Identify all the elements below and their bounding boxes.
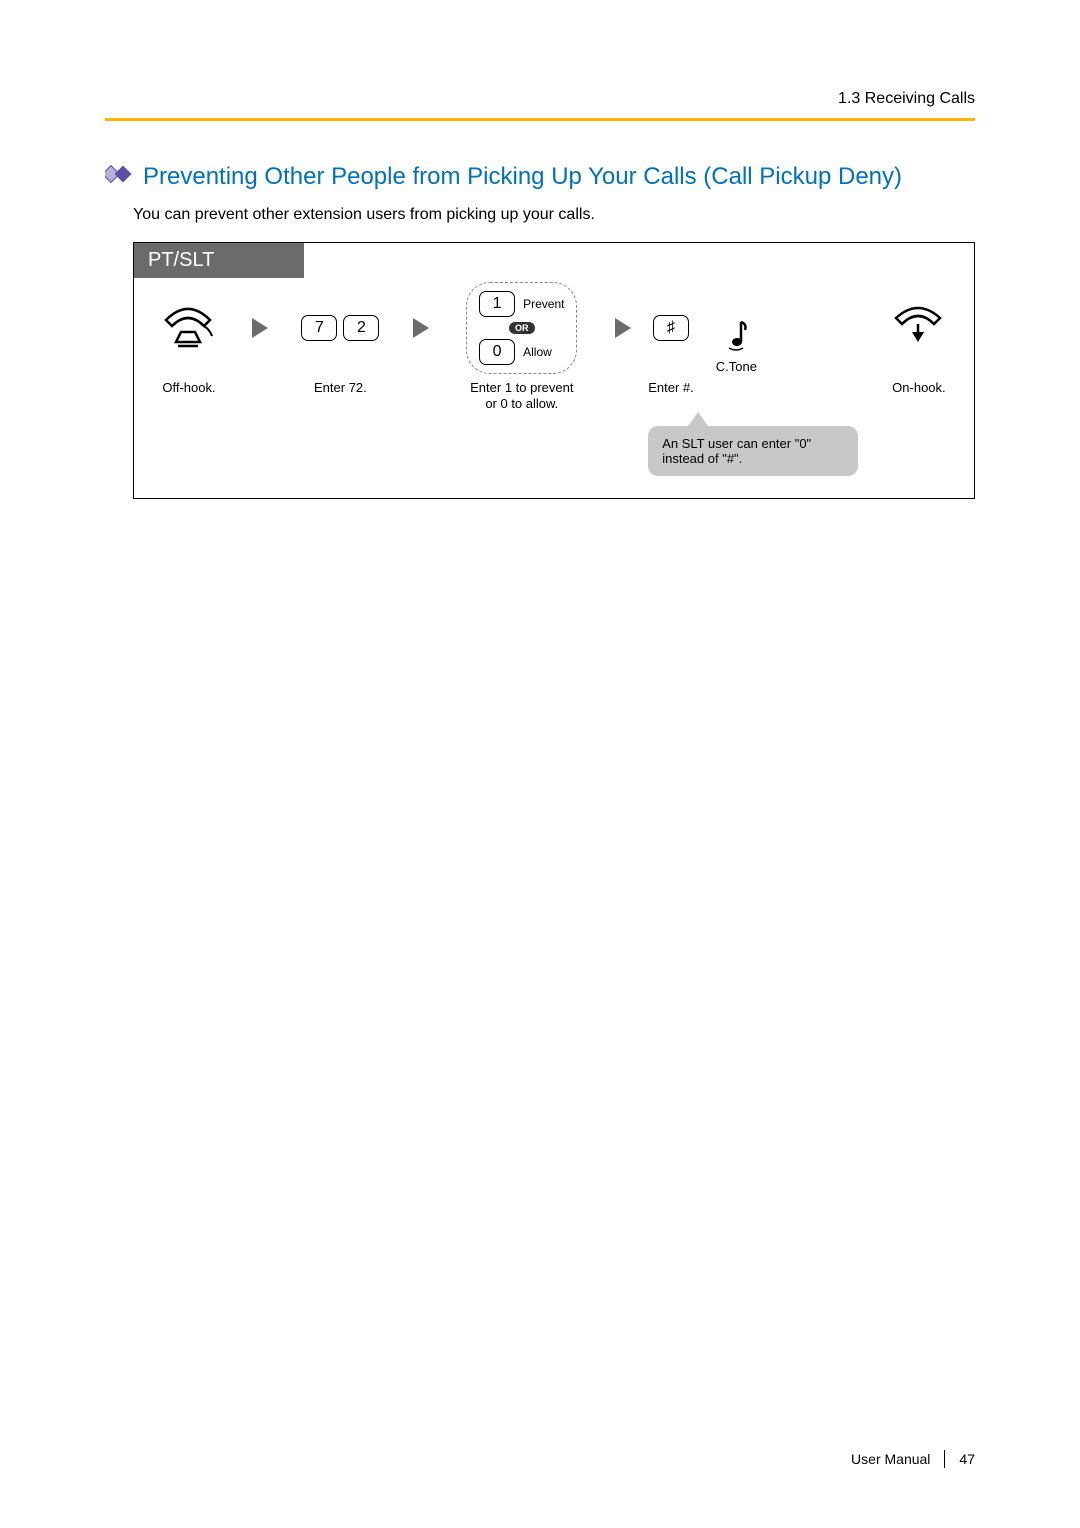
- or-pill: OR: [509, 322, 535, 334]
- keycap-2: 2: [343, 315, 379, 341]
- ctone-icon: [723, 318, 749, 357]
- keycap-0: 0: [479, 339, 515, 365]
- section-title-text: Preventing Other People from Picking Up …: [143, 161, 902, 192]
- procedure-label: PT/SLT: [134, 243, 304, 278]
- ctone-label: C.Tone: [716, 359, 757, 374]
- step-onhook: On-hook.: [874, 296, 964, 396]
- keycap-hash: ♯: [653, 315, 689, 341]
- step-hash: ♯ Enter #.: [648, 296, 858, 476]
- ctone: C.Tone: [716, 318, 757, 374]
- footer-label: User Manual: [851, 1451, 930, 1467]
- note-bubble: An SLT user can enter "0" instead of "#"…: [648, 426, 858, 476]
- arrow-icon: [411, 296, 431, 360]
- section-title: Preventing Other People from Picking Up …: [105, 161, 975, 192]
- step-caption: Enter #.: [648, 380, 694, 396]
- section-intro: You can prevent other extension users fr…: [133, 206, 975, 224]
- step-option: 1 Prevent OR 0 Allow Enter 1 to prevent …: [447, 296, 597, 413]
- step-caption: Enter 72.: [314, 380, 367, 396]
- option-label-prevent: Prevent: [523, 297, 564, 311]
- step-offhook: Off-hook.: [144, 296, 234, 396]
- breadcrumb: 1.3 Receiving Calls: [105, 90, 975, 108]
- offhook-icon: [160, 302, 218, 355]
- footer-divider: [944, 1450, 945, 1468]
- page-footer: User Manual 47: [851, 1450, 975, 1468]
- keycap-1: 1: [479, 291, 515, 317]
- option-group: 1 Prevent OR 0 Allow: [466, 282, 577, 374]
- step-caption: Enter 1 to prevent or 0 to allow.: [470, 380, 573, 413]
- header-rule: [105, 118, 975, 121]
- arrow-icon: [613, 296, 633, 360]
- step-caption: Off-hook.: [162, 380, 215, 396]
- step-caption: On-hook.: [892, 380, 945, 396]
- keycap-7: 7: [301, 315, 337, 341]
- step-enter72: 7 2 Enter 72.: [285, 296, 395, 396]
- onhook-icon: [890, 304, 948, 353]
- diamond-bullet-icon: [105, 165, 133, 183]
- arrow-icon: [250, 296, 270, 360]
- procedure-box: PT/SLT Off-ho: [133, 242, 975, 499]
- footer-page: 47: [959, 1451, 975, 1467]
- option-label-allow: Allow: [523, 345, 552, 359]
